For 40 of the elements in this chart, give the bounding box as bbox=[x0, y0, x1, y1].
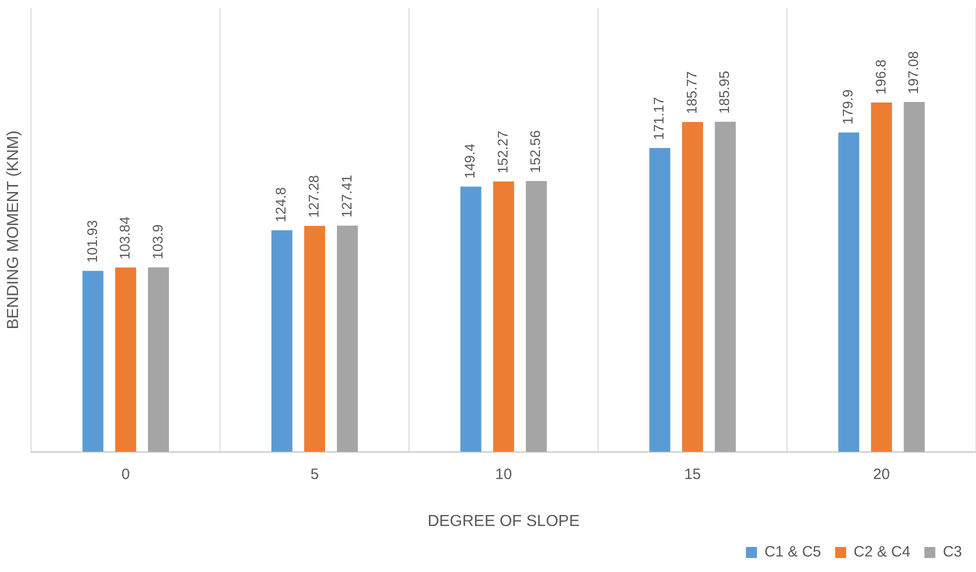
data-label: 103.84 bbox=[116, 216, 133, 260]
data-label: 103.9 bbox=[149, 224, 166, 260]
data-label: 124.8 bbox=[272, 187, 289, 222]
bar bbox=[336, 226, 358, 452]
bar bbox=[871, 102, 892, 452]
bar bbox=[82, 270, 104, 452]
bar bbox=[115, 267, 136, 452]
bar bbox=[838, 132, 860, 452]
legend-label: C1 & C5 bbox=[764, 544, 822, 561]
legend-label: C2 & C4 bbox=[854, 544, 910, 561]
data-label: 101.93 bbox=[84, 220, 100, 263]
data-label: 185.95 bbox=[716, 70, 732, 114]
data-label: 179.9 bbox=[840, 89, 856, 124]
bar bbox=[649, 148, 670, 452]
x-tick-label: 0 bbox=[122, 466, 130, 483]
data-label: 152.56 bbox=[527, 130, 544, 173]
bar bbox=[148, 267, 169, 452]
data-label: 149.4 bbox=[462, 143, 478, 179]
bar bbox=[493, 181, 514, 452]
bar bbox=[904, 102, 925, 452]
x-tick-label: 20 bbox=[873, 466, 890, 483]
bar bbox=[714, 122, 736, 452]
x-axis-title: DEGREE OF SLOPE bbox=[428, 512, 580, 530]
data-label: 127.41 bbox=[338, 174, 354, 218]
y-axis-title: BENDING MOMENT (KNM) bbox=[5, 130, 22, 330]
bar bbox=[271, 230, 292, 452]
bar bbox=[682, 122, 704, 452]
x-tick-label: 10 bbox=[495, 466, 512, 483]
x-tick-label: 5 bbox=[310, 466, 319, 483]
data-label: 171.17 bbox=[650, 96, 667, 140]
data-label: 185.77 bbox=[683, 70, 700, 114]
data-label: 152.27 bbox=[494, 130, 510, 174]
data-label: 196.8 bbox=[872, 59, 888, 94]
legend-label: C3 bbox=[942, 544, 962, 561]
bar bbox=[526, 180, 547, 452]
data-label: 127.28 bbox=[306, 174, 322, 218]
data-label: 197.08 bbox=[905, 50, 922, 94]
x-tick-label: 15 bbox=[684, 466, 701, 483]
bar bbox=[304, 226, 326, 452]
bar bbox=[460, 186, 482, 452]
